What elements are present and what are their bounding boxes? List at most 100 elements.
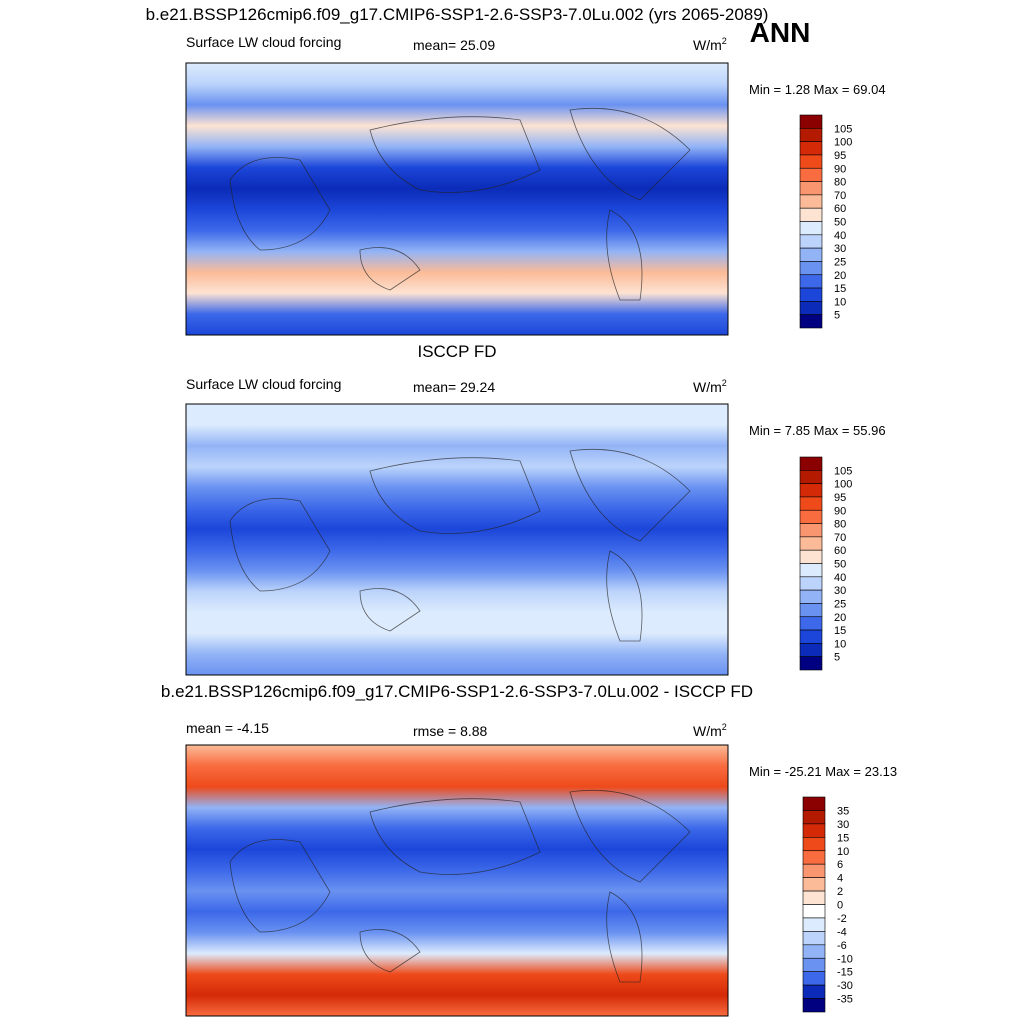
panel-left-label: Surface LW cloud forcing xyxy=(186,34,341,50)
figure-title: b.e21.BSSP126cmip6.f09_g17.CMIP6-SSP1-2.… xyxy=(146,5,769,24)
map-field xyxy=(186,63,728,335)
colorbar-label: 95 xyxy=(834,492,846,504)
colorbar-box xyxy=(799,603,823,618)
colorbar-box xyxy=(802,998,826,1013)
colorbar-box xyxy=(799,629,823,644)
colorbar-label: -2 xyxy=(837,913,847,925)
colorbar-box xyxy=(802,957,826,972)
colorbar-label: 30 xyxy=(834,243,846,255)
colorbar-label: 100 xyxy=(834,137,852,149)
colorbar-box xyxy=(799,576,823,591)
units-label: W/m2 xyxy=(693,36,727,53)
colorbar-label: 2 xyxy=(837,886,843,898)
colorbar-label: 50 xyxy=(834,217,846,229)
colorbar-label: -4 xyxy=(837,926,847,938)
colorbar-label: -15 xyxy=(837,967,853,979)
colorbar-label: 10 xyxy=(834,638,846,650)
colorbar-box xyxy=(799,509,823,524)
colorbar-label: 30 xyxy=(837,819,849,831)
colorbar-box xyxy=(802,823,826,838)
panel-left-label: mean = -4.15 xyxy=(186,720,269,736)
colorbar-label: 15 xyxy=(837,832,849,844)
colorbar-label: 60 xyxy=(834,203,846,215)
units-label: W/m2 xyxy=(693,722,727,739)
colorbar-label: 40 xyxy=(834,230,846,242)
colorbar-box xyxy=(799,301,823,315)
colorbar-box xyxy=(799,470,823,484)
coastline xyxy=(229,448,691,642)
map-frame xyxy=(185,744,729,1017)
colorbar-box xyxy=(799,194,823,209)
colorbar-label: 5 xyxy=(834,310,840,322)
min-max-label: Min = 1.28 Max = 69.04 xyxy=(749,82,886,97)
panel-title: b.e21.BSSP126cmip6.f09_g17.CMIP6-SSP1-2.… xyxy=(161,682,753,701)
colorbar-label: 40 xyxy=(834,572,846,584)
colorbar-label: 35 xyxy=(837,805,849,817)
colorbar-label: 95 xyxy=(834,150,846,162)
colorbar-label: 105 xyxy=(834,465,852,477)
colorbar-box xyxy=(802,810,826,825)
map-field xyxy=(186,745,728,1016)
colorbar-label: 60 xyxy=(834,545,846,557)
panel-center-label: rmse = 8.88 xyxy=(413,723,488,739)
colorbar-label: 70 xyxy=(834,532,846,544)
colorbar-box xyxy=(799,207,823,222)
colorbar-box xyxy=(799,523,823,538)
colorbar-label: 105 xyxy=(834,123,852,135)
colorbar-box xyxy=(799,589,823,604)
colorbar-box xyxy=(799,536,823,551)
colorbar-box xyxy=(799,167,823,182)
colorbar-label: -6 xyxy=(837,940,847,952)
min-max-label: Min = 7.85 Max = 55.96 xyxy=(749,423,886,438)
colorbar-label: 100 xyxy=(834,479,852,491)
colorbar-box xyxy=(802,931,826,946)
panel-title: ISCCP FD xyxy=(417,342,496,361)
colorbar-box xyxy=(802,971,826,986)
min-max-label: Min = -25.21 Max = 23.13 xyxy=(749,764,897,779)
colorbar-label: -10 xyxy=(837,953,853,965)
colorbar-box xyxy=(799,483,823,498)
colorbar-label: 20 xyxy=(834,270,846,282)
colorbar-box xyxy=(799,141,823,156)
coastline xyxy=(229,107,691,301)
colorbar-box xyxy=(802,984,826,999)
colorbar-label: 6 xyxy=(837,859,843,871)
colorbar-box xyxy=(802,890,826,905)
colorbar-label: 15 xyxy=(834,625,846,637)
colorbar-box xyxy=(799,128,823,142)
colorbar-box xyxy=(802,917,826,932)
coastline xyxy=(229,789,691,983)
panel-left-label: Surface LW cloud forcing xyxy=(186,376,341,392)
colorbar-label: 90 xyxy=(834,505,846,517)
colorbar-label: 25 xyxy=(834,256,846,268)
colorbar-label: 10 xyxy=(837,846,849,858)
colorbar-box xyxy=(802,796,826,811)
colorbar-label: 70 xyxy=(834,190,846,202)
colorbar-box xyxy=(799,496,823,511)
colorbar-box xyxy=(802,904,826,919)
panel-center-label: mean= 25.09 xyxy=(413,37,495,53)
colorbar-label: 10 xyxy=(834,296,846,308)
colorbar-box xyxy=(802,850,826,865)
colorbar-label: -35 xyxy=(837,994,853,1006)
colorbar-box xyxy=(802,837,826,852)
map-field xyxy=(186,404,728,675)
colorbar-box xyxy=(799,643,823,657)
colorbar-label: 0 xyxy=(837,900,843,912)
colorbar-box xyxy=(799,114,823,129)
colorbar-label: 80 xyxy=(834,177,846,189)
colorbar-label: 25 xyxy=(834,598,846,610)
colorbar-label: 90 xyxy=(834,163,846,175)
colorbar-label: 80 xyxy=(834,519,846,531)
map-frame xyxy=(185,403,729,676)
colorbar-label: 50 xyxy=(834,559,846,571)
colorbar-box xyxy=(799,549,823,564)
units-label: W/m2 xyxy=(693,378,727,395)
colorbar-box xyxy=(799,221,823,236)
colorbar-box xyxy=(799,656,823,671)
colorbar-box xyxy=(799,234,823,249)
colorbar-box xyxy=(802,877,826,892)
colorbar-label: 20 xyxy=(834,612,846,624)
colorbar-box xyxy=(799,456,823,471)
